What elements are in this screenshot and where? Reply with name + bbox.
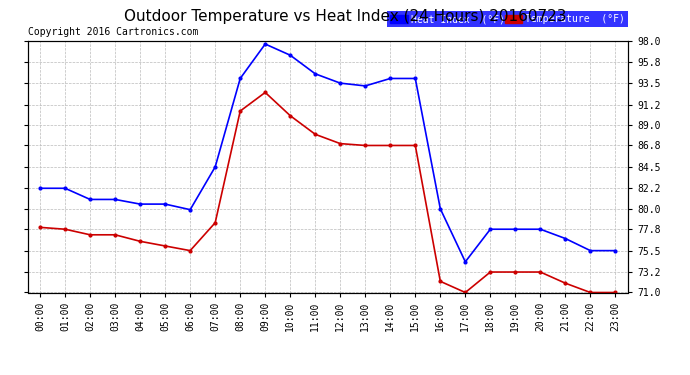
Text: Copyright 2016 Cartronics.com: Copyright 2016 Cartronics.com: [28, 27, 198, 38]
Text: Outdoor Temperature vs Heat Index (24 Hours) 20160723: Outdoor Temperature vs Heat Index (24 Ho…: [124, 9, 566, 24]
Legend: Heat Index  (°F), Temperature  (°F): Heat Index (°F), Temperature (°F): [387, 11, 628, 27]
